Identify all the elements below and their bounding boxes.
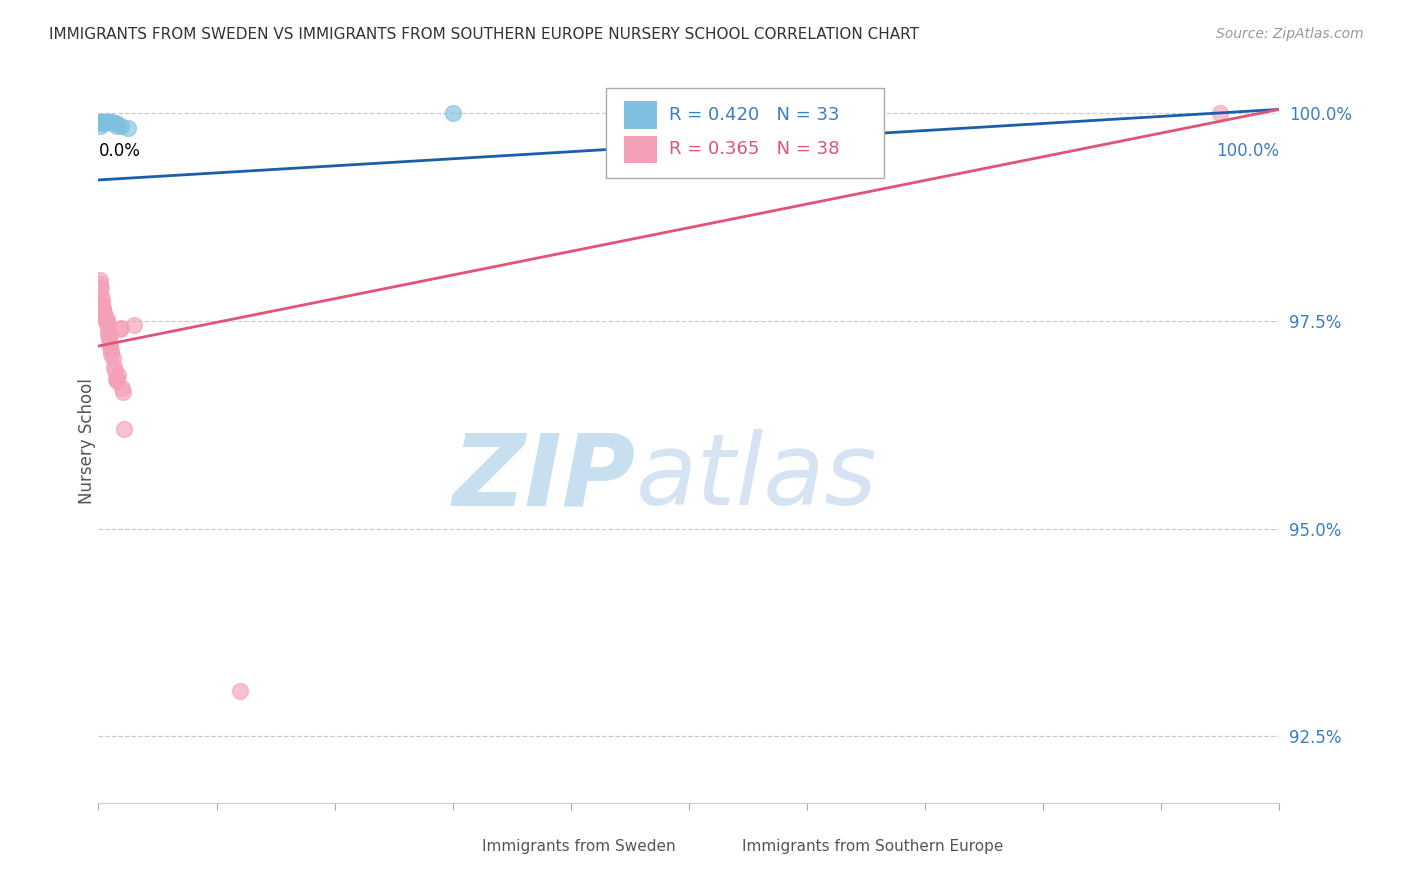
Point: [117, 121, 139, 136]
Point: [100, 343, 122, 358]
Point: [97, 326, 120, 341]
Point: [110, 320, 132, 334]
Point: [103, 359, 125, 374]
Point: [90, 289, 112, 303]
Point: [105, 119, 128, 133]
Text: IMMIGRANTS FROM SWEDEN VS IMMIGRANTS FROM SOUTHERN EUROPE NURSERY SCHOOL CORRELA: IMMIGRANTS FROM SWEDEN VS IMMIGRANTS FRO…: [49, 27, 920, 42]
Point: [98, 339, 121, 353]
Point: [111, 380, 134, 394]
Point: [90, 115, 112, 129]
Point: [96, 115, 118, 129]
Point: [98, 115, 121, 129]
Point: [96, 312, 118, 326]
Text: Source: ZipAtlas.com: Source: ZipAtlas.com: [1216, 27, 1364, 41]
Point: [108, 322, 131, 336]
Point: [107, 368, 129, 383]
Point: [91, 297, 114, 311]
Point: [94, 314, 117, 328]
FancyBboxPatch shape: [447, 837, 472, 855]
Text: Immigrants from Southern Europe: Immigrants from Southern Europe: [742, 838, 1004, 854]
Point: [89, 277, 111, 291]
FancyBboxPatch shape: [606, 87, 884, 178]
Point: [98, 332, 121, 346]
Text: atlas: atlas: [636, 429, 877, 526]
Point: [91, 301, 114, 316]
Point: [122, 318, 145, 333]
Point: [101, 116, 124, 130]
Text: Immigrants from Sweden: Immigrants from Sweden: [482, 838, 676, 854]
Text: R = 0.365   N = 38: R = 0.365 N = 38: [669, 140, 839, 158]
Point: [96, 115, 118, 129]
Point: [104, 364, 127, 378]
Point: [229, 683, 252, 698]
Text: 0.0%: 0.0%: [98, 143, 141, 161]
Point: [93, 115, 115, 129]
FancyBboxPatch shape: [707, 837, 733, 855]
Point: [93, 306, 115, 320]
Point: [98, 339, 121, 353]
Point: [89, 272, 111, 286]
Point: [97, 115, 120, 129]
Point: [90, 281, 112, 295]
Point: [97, 115, 120, 129]
FancyBboxPatch shape: [624, 136, 657, 163]
Point: [103, 116, 125, 130]
Point: [91, 116, 114, 130]
Point: [93, 115, 115, 129]
Point: [97, 115, 120, 129]
Point: [89, 119, 111, 133]
Point: [112, 384, 135, 399]
Point: [94, 314, 117, 328]
Point: [91, 115, 114, 129]
Point: [94, 115, 117, 129]
Point: [97, 322, 120, 336]
Point: [98, 115, 121, 129]
Point: [105, 374, 128, 388]
Point: [101, 351, 124, 366]
Point: [91, 116, 114, 130]
Text: 100.0%: 100.0%: [1216, 143, 1279, 161]
Point: [105, 372, 128, 386]
Point: [100, 347, 122, 361]
Point: [94, 115, 117, 129]
Point: [91, 301, 114, 316]
Point: [91, 297, 114, 311]
Text: R = 0.420   N = 33: R = 0.420 N = 33: [669, 106, 839, 124]
Point: [90, 115, 112, 129]
Point: [93, 115, 115, 129]
FancyBboxPatch shape: [624, 101, 657, 128]
Point: [112, 422, 135, 436]
Point: [110, 119, 132, 133]
Point: [98, 331, 121, 345]
Y-axis label: Nursery School: Nursery School: [79, 378, 96, 505]
Point: [93, 308, 115, 322]
Point: [91, 293, 114, 308]
Point: [96, 316, 118, 330]
Point: [91, 116, 114, 130]
Point: [98, 115, 121, 129]
Point: [105, 372, 128, 386]
Point: [1209, 106, 1232, 120]
Point: [100, 115, 122, 129]
Point: [90, 115, 112, 129]
Point: [441, 106, 464, 120]
Point: [93, 115, 115, 129]
Text: ZIP: ZIP: [453, 429, 636, 526]
Point: [105, 116, 128, 130]
Point: [91, 115, 114, 129]
Point: [91, 115, 114, 129]
Point: [98, 115, 121, 129]
